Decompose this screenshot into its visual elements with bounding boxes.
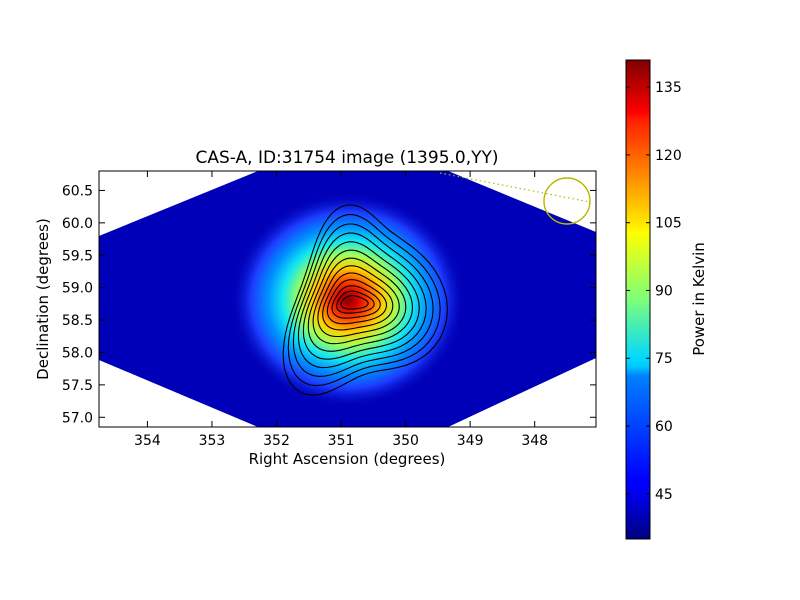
x-tick-label: 348 <box>521 433 548 449</box>
y-tick-label: 60.5 <box>62 183 93 199</box>
contour-level <box>282 204 448 396</box>
x-tick-label: 350 <box>392 433 419 449</box>
colorbar-tick-label: 135 <box>655 80 682 96</box>
y-tick-label: 58.5 <box>62 313 93 329</box>
contour-level <box>326 279 388 325</box>
contour-level <box>287 214 441 387</box>
y-tick-label: 57.5 <box>62 378 93 394</box>
contour-lines <box>282 204 448 396</box>
colorbar-ticks: 45 60 75 90 105 120 135 <box>626 80 682 503</box>
x-tick-label: 351 <box>328 433 355 449</box>
x-tick-label: 353 <box>199 433 226 449</box>
x-axis-ticks: 354 353 352 351 350 349 348 <box>134 171 548 449</box>
y-axis-label: Declination (degrees) <box>34 218 52 380</box>
contour-level <box>292 223 434 377</box>
colorbar-tick-label: 120 <box>655 148 682 164</box>
y-tick-label: 59.5 <box>62 248 93 264</box>
x-tick-label: 352 <box>263 433 290 449</box>
heatmap-image <box>99 171 596 427</box>
colorbar-tick-label: 45 <box>655 487 673 503</box>
colorbar <box>625 59 651 540</box>
y-tick-label: 60.0 <box>62 216 93 232</box>
colorbar-tick-label: 105 <box>655 216 682 232</box>
plot-frame <box>98 170 597 428</box>
y-tick-label: 58.0 <box>62 345 93 361</box>
colorbar-tick-label: 75 <box>655 351 673 367</box>
contour-level <box>307 249 414 352</box>
x-axis-label: Right Ascension (degrees) <box>249 450 446 468</box>
beam-circle <box>543 177 591 225</box>
contour-level <box>302 241 420 360</box>
contour-level <box>336 290 375 314</box>
contour-level <box>340 295 369 310</box>
x-tick-label: 354 <box>134 433 161 449</box>
y-tick-label: 59.0 <box>62 281 93 297</box>
contour-level <box>297 232 427 369</box>
colorbar-tick-label: 60 <box>655 419 673 435</box>
x-tick-label: 349 <box>457 433 484 449</box>
contour-level <box>317 265 400 338</box>
colorbar-label: Power in Kelvin <box>690 242 708 356</box>
contour-level <box>312 257 407 345</box>
contour-level <box>322 272 394 331</box>
contour-level <box>331 285 381 319</box>
y-tick-label: 57.0 <box>62 410 93 426</box>
y-axis-ticks: 60.5 60.0 59.5 59.0 58.5 58.0 57.5 57.0 <box>62 183 596 426</box>
beam-pointer-line <box>439 172 591 203</box>
colorbar-tick-label: 90 <box>655 283 673 299</box>
chart-title: CAS-A, ID:31754 image (1395.0,YY) <box>195 148 498 168</box>
